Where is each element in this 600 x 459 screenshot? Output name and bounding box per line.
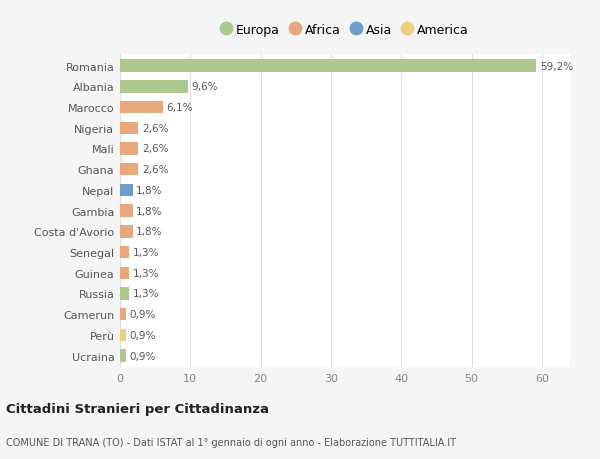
Text: 6,1%: 6,1% [166, 103, 193, 113]
Bar [120, 350, 127, 362]
Text: 1,3%: 1,3% [133, 289, 159, 299]
Bar [120, 308, 127, 321]
Bar [120, 122, 138, 134]
Bar [120, 329, 127, 341]
Text: 0,9%: 0,9% [130, 351, 156, 361]
Text: COMUNE DI TRANA (TO) - Dati ISTAT al 1° gennaio di ogni anno - Elaborazione TUTT: COMUNE DI TRANA (TO) - Dati ISTAT al 1° … [6, 437, 456, 448]
Text: 1,3%: 1,3% [133, 268, 159, 278]
Text: Cittadini Stranieri per Cittadinanza: Cittadini Stranieri per Cittadinanza [6, 403, 269, 415]
Text: 1,8%: 1,8% [136, 185, 163, 196]
Text: 9,6%: 9,6% [191, 82, 218, 92]
Bar [120, 101, 163, 114]
Text: 1,8%: 1,8% [136, 227, 163, 237]
Bar [120, 60, 536, 73]
Bar [120, 288, 129, 300]
Bar [120, 226, 133, 238]
Bar [120, 163, 138, 176]
Bar [120, 81, 187, 93]
Text: 0,9%: 0,9% [130, 309, 156, 319]
Text: 59,2%: 59,2% [540, 62, 573, 72]
Bar [120, 205, 133, 218]
Bar [120, 143, 138, 155]
Bar [120, 184, 133, 196]
Legend: Europa, Africa, Asia, America: Europa, Africa, Asia, America [221, 24, 469, 37]
Bar [120, 246, 129, 259]
Text: 1,3%: 1,3% [133, 247, 159, 257]
Bar [120, 267, 129, 280]
Text: 2,6%: 2,6% [142, 123, 168, 134]
Text: 2,6%: 2,6% [142, 144, 168, 154]
Text: 2,6%: 2,6% [142, 165, 168, 175]
Text: 1,8%: 1,8% [136, 206, 163, 216]
Text: 0,9%: 0,9% [130, 330, 156, 340]
